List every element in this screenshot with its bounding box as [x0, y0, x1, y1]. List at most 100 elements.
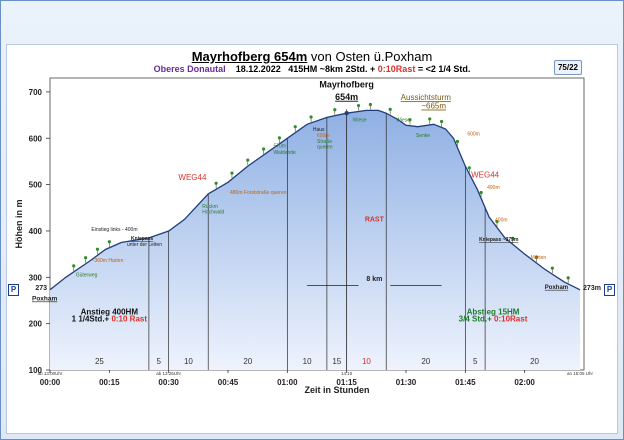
x-tick-label: 00:45	[218, 378, 239, 387]
tree-icon	[246, 158, 250, 162]
x-tick-label: 01:00	[277, 378, 298, 387]
annotation-label: Einstieg links - 400m	[91, 227, 137, 233]
tree-icon	[479, 190, 483, 195]
ascent-time: 1 1/4Std.+ 0:10 Rast	[72, 314, 148, 323]
annotation-label: 8 km	[366, 276, 382, 283]
y-tick-label: 500	[29, 181, 43, 190]
tree-icon	[566, 276, 570, 280]
y-tick-label: 700	[29, 88, 43, 97]
descent-time: 3/4 Std.+ 0:10Rast	[459, 314, 528, 323]
annotation-label: unter der Leiten	[127, 242, 162, 248]
x-tick-label: 02:00	[514, 378, 535, 387]
segment-label: 20	[421, 357, 430, 366]
annotation-label: 570m	[274, 144, 287, 150]
y-tick-label: 200	[29, 320, 43, 329]
total-label: = <2 1/4 Std.	[415, 64, 471, 74]
segment-label: 20	[243, 357, 252, 366]
x-tick-label: 01:15	[336, 378, 357, 387]
rast-time-label: 0:10Rast	[377, 64, 416, 74]
date-label: 18.12.2022	[235, 64, 281, 74]
tree-icon	[262, 147, 266, 151]
annotation-label: Kniepass ~375m	[479, 237, 519, 243]
annotation-label: 400m	[495, 218, 508, 224]
tree-icon	[408, 118, 412, 122]
y-tick-label: 300	[29, 273, 43, 282]
tree-icon	[214, 181, 218, 185]
tree-icon	[95, 247, 100, 251]
parking-icon-end: P	[604, 284, 615, 296]
tree-icon	[455, 139, 460, 144]
tree-icon	[440, 119, 444, 124]
segment-label: 20	[530, 357, 539, 366]
tree-icon	[84, 256, 88, 260]
title-main: Mayrhofberg 654m	[191, 49, 308, 64]
annotation-label: Poxham	[545, 285, 568, 291]
annotation-label: Senke	[416, 133, 430, 139]
chart-subtitle: Oberes Donautal 18.12.2022 415HM ~8km 2S…	[0, 64, 624, 74]
descent-title: Abstieg 15HM	[467, 307, 520, 316]
annotation-label: 273m	[583, 285, 601, 292]
segment-label: 5	[157, 357, 162, 366]
tree-icon	[368, 102, 372, 107]
page-badge[interactable]: 75/22	[554, 60, 582, 75]
annotation-label: Poxham	[32, 295, 58, 302]
descent-time-value: 3/4 Std.+	[459, 314, 494, 323]
annotation-label: Aussichtsturm	[401, 93, 452, 102]
y-tick-label: 600	[29, 134, 43, 143]
region-label: Oberes Donautal	[153, 64, 226, 74]
annotation-label: ~665m	[421, 102, 446, 111]
segment-label: 10	[362, 357, 371, 366]
y-tick-label: 100	[29, 366, 43, 375]
annotation-label: Rückm	[202, 204, 218, 210]
annotation-label: Güterweg	[76, 272, 98, 278]
tree-icon	[293, 125, 297, 129]
x-tick-label: 00:15	[99, 378, 120, 387]
annotation-label: 654m	[335, 92, 358, 102]
annotation-label: WEG44	[178, 173, 207, 182]
annotation-label: 600m	[467, 131, 480, 137]
tree-icon	[534, 255, 539, 259]
profile-area	[50, 110, 581, 371]
tree-icon	[467, 166, 471, 170]
annotation-label: Kniepass	[131, 236, 153, 242]
tree-icon	[72, 264, 76, 268]
annotation-label: 273	[35, 285, 47, 292]
parking-icon-start: P	[8, 284, 19, 296]
annotation-label: Straße	[317, 139, 332, 145]
x-tick-label: 01:30	[396, 378, 417, 387]
time-mark: an 15:05 Uhr	[567, 371, 594, 376]
annotation-label: WEG44	[471, 171, 500, 180]
x-tick-label: 00:30	[158, 378, 179, 387]
annotation-label: 480m Forststraße queren	[230, 190, 287, 196]
annotation-label: Mayrhofberg	[319, 79, 374, 89]
segment-label: 15	[332, 357, 341, 366]
title-rest: von Osten ü.Poxham	[307, 49, 433, 64]
annotation-label: Marten	[531, 255, 547, 261]
tree-icon	[107, 240, 111, 244]
chart-title: Mayrhofberg 654m von Osten ü.Poxham	[0, 49, 624, 64]
ascent-rast-value: 0:10 Rast	[111, 314, 147, 323]
tree-icon	[230, 171, 234, 175]
x-axis-label: Zeit in Stunden	[305, 385, 370, 395]
time-mark: 14:10	[341, 371, 353, 376]
descent-rast-value: 0:10Rast	[494, 314, 528, 323]
annotation-label: Wiese	[396, 118, 410, 124]
annotation-label: 490m	[487, 185, 500, 191]
annotation-label: 600m	[317, 133, 330, 139]
ascent-time-value: 1 1/4Std.+	[72, 314, 112, 323]
tree-icon	[333, 108, 337, 112]
tree-icon	[277, 136, 282, 140]
time-mark: ab 13:00Uhr	[38, 371, 63, 376]
segment-label: 25	[95, 357, 104, 366]
segment-label: 5	[473, 357, 478, 366]
tree-icon	[388, 107, 392, 111]
annotation-label: Hochwald	[202, 209, 224, 215]
tree-icon	[428, 117, 432, 121]
tree-icon	[550, 266, 554, 270]
segment-label: 10	[184, 357, 193, 366]
stats-label: 415HM ~8km 2Std. +	[288, 64, 378, 74]
ascent-title: Anstieg 400HM	[81, 307, 139, 316]
time-mark: ab 13:26Uhr	[156, 371, 181, 376]
annotation-label: RAST	[365, 217, 385, 224]
